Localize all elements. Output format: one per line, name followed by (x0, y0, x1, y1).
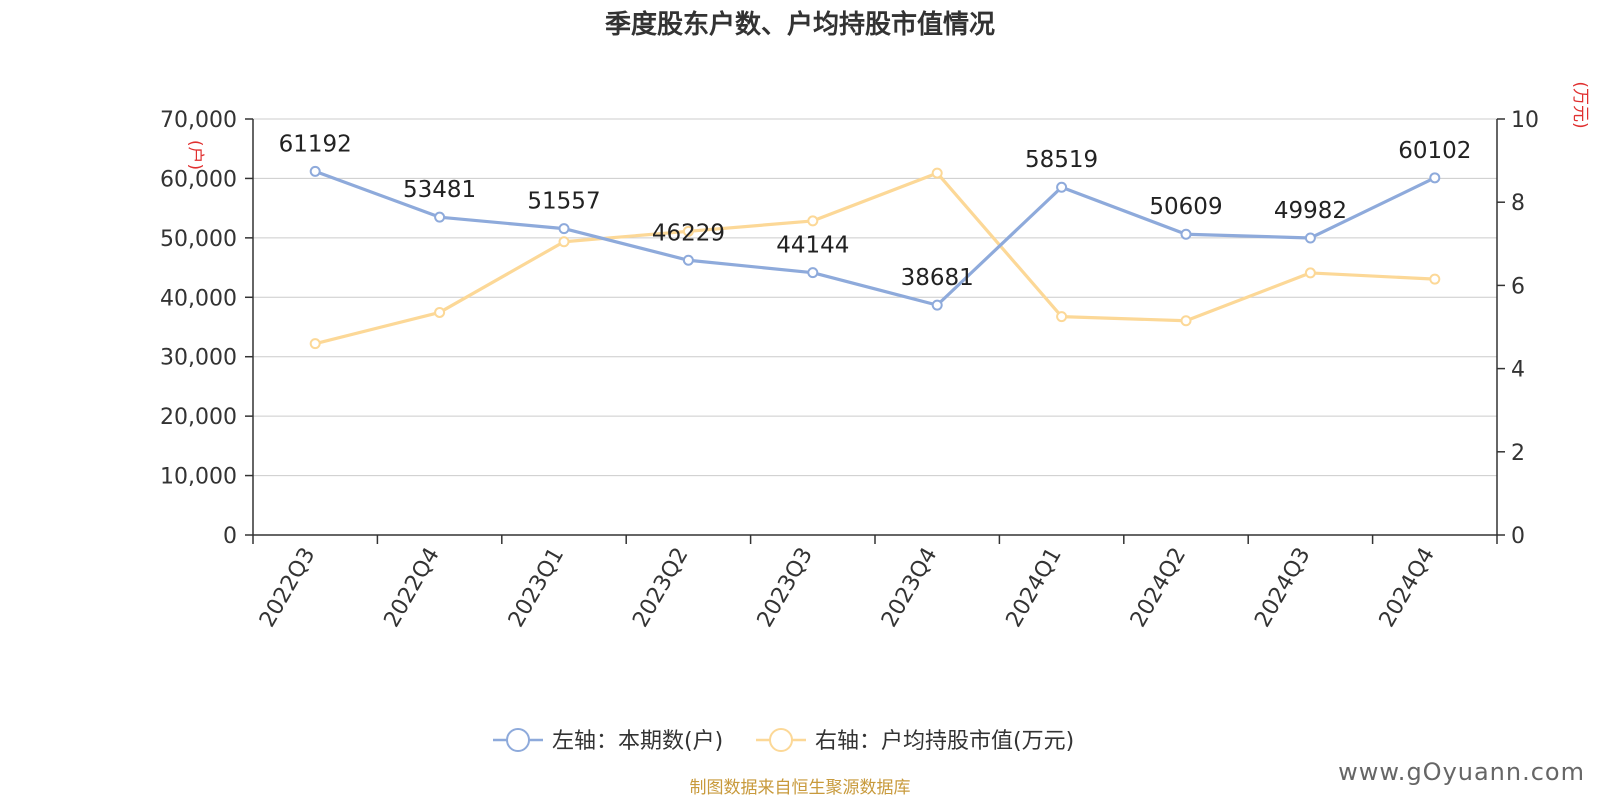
left-axis-tick-label: 60,000 (160, 167, 237, 192)
data-point (1180, 228, 1192, 240)
legend-item-avg-value[interactable]: 右轴：户均持股市值(万元) (756, 728, 1074, 754)
data-labels: 61192 53481 51557 46229 44144 38681 58519 50609… (279, 131, 1472, 291)
data-point (931, 299, 943, 311)
watermark: www.gOyuann.com (1338, 758, 1585, 786)
data-label: 61192 (279, 131, 352, 157)
left-axis-tick-label: 70,000 (160, 108, 237, 133)
data-point (1429, 273, 1441, 285)
data-point (309, 338, 321, 350)
data-point (1304, 267, 1316, 279)
data-point (1429, 172, 1441, 184)
right-axis-tick-label: 10 (1511, 108, 1539, 133)
x-axis-tick-label: 2024Q4 (1375, 544, 1440, 632)
data-point (1056, 181, 1068, 193)
data-label: 60102 (1398, 138, 1471, 164)
data-label: 53481 (403, 177, 476, 203)
data-point (1304, 232, 1316, 244)
data-point (434, 306, 446, 318)
x-axis-tick-label: 2024Q1 (1001, 544, 1066, 632)
data-label: 38681 (901, 265, 974, 291)
source-note: 制图数据来自恒生聚源数据库 (690, 778, 911, 798)
legend: 左轴：本期数(户) 右轴：户均持股市值(万元) (493, 728, 1074, 754)
data-label: 50609 (1149, 194, 1222, 220)
data-point (1056, 311, 1068, 323)
left-axis-tick-label: 10,000 (160, 465, 237, 490)
left-axis-unit-label: (户) (185, 140, 205, 170)
right-axis-tick-label: 8 (1511, 191, 1525, 216)
left-axis-tick-label: 30,000 (160, 346, 237, 371)
x-axis-tick-label: 2023Q2 (628, 544, 693, 632)
chart-title: 季度股东户数、户均持股市值情况 (605, 9, 995, 40)
data-label: 44144 (776, 233, 849, 259)
data-point (1180, 315, 1192, 327)
left-axis-tick-label: 0 (223, 524, 237, 549)
data-point (682, 254, 694, 266)
grid-lines (253, 118, 1497, 477)
data-point (434, 211, 446, 223)
data-point (558, 236, 570, 248)
series-line-avg-value (314, 171, 1435, 346)
series (309, 165, 1441, 350)
data-label: 46229 (652, 220, 725, 246)
legend-item-holders[interactable]: 左轴：本期数(户) (493, 728, 723, 754)
legend-label-holders: 左轴：本期数(户) (552, 729, 723, 754)
left-axis-tick-label: 40,000 (160, 286, 237, 311)
legend-label-avg-value: 右轴：户均持股市值(万元) (815, 729, 1074, 754)
right-axis-tick-label: 6 (1511, 274, 1525, 299)
x-axis-tick-label: 2023Q4 (877, 543, 942, 631)
x-axis-tick-label: 2022Q4 (379, 544, 444, 632)
x-axis-tick-label: 2023Q1 (504, 544, 569, 632)
data-point (931, 167, 943, 179)
right-axis-tick-label: 2 (1511, 441, 1525, 466)
x-axis-tick-label: 2022Q3 (255, 544, 320, 632)
left-axis-tick-label: 20,000 (160, 405, 237, 430)
data-point (309, 165, 321, 177)
axes: 0 10,000 20,000 30,000 40,000 50,000 60,000 70,… (160, 108, 1539, 632)
data-point (807, 215, 819, 227)
series-line-holders (314, 169, 1436, 307)
right-axis-unit-label: (万元) (1570, 81, 1590, 128)
right-axis-tick-label: 0 (1511, 524, 1525, 549)
x-axis-tick-label: 2024Q2 (1126, 544, 1191, 632)
data-point (682, 225, 694, 237)
right-axis-tick-label: 4 (1511, 358, 1525, 383)
x-axis-tick-label: 2023Q3 (753, 544, 818, 632)
data-label: 58519 (1025, 147, 1098, 173)
data-point (807, 267, 819, 279)
x-axis-tick-label: 2024Q3 (1250, 544, 1315, 632)
data-point (558, 223, 570, 235)
data-label: 51557 (527, 189, 600, 215)
data-label: 49982 (1274, 198, 1347, 224)
left-axis-tick-label: 50,000 (160, 227, 237, 252)
